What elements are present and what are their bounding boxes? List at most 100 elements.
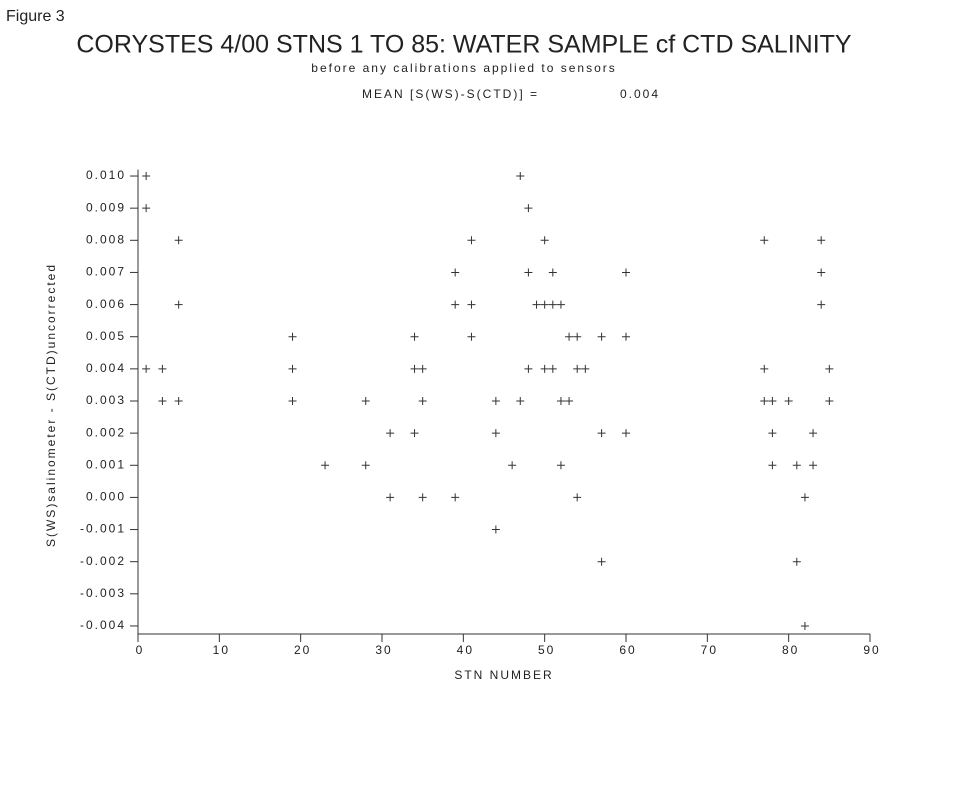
- point: [622, 429, 630, 438]
- point: [581, 364, 590, 373]
- point: [768, 396, 777, 405]
- point: [451, 493, 460, 502]
- subtitle: before any calibrations applied to senso…: [311, 61, 616, 75]
- point: [597, 557, 606, 566]
- point: [817, 236, 826, 245]
- point: [491, 429, 500, 438]
- y-tick-label: -0.001: [80, 522, 126, 536]
- point: [825, 364, 834, 373]
- point: [565, 332, 574, 341]
- point: [622, 332, 630, 341]
- point: [288, 396, 297, 405]
- point: [556, 396, 565, 405]
- point: [792, 557, 801, 566]
- point: [540, 300, 549, 309]
- x-tick-label: 0: [136, 643, 145, 657]
- point: [760, 236, 769, 245]
- point: [174, 300, 183, 309]
- point: [548, 364, 557, 373]
- point: [288, 332, 297, 341]
- point: [174, 396, 183, 405]
- y-tick-label: 0.001: [86, 457, 126, 471]
- point: [361, 396, 370, 405]
- point: [418, 396, 427, 405]
- point: [622, 268, 630, 277]
- point: [809, 429, 818, 438]
- y-tick-label: 0.009: [86, 200, 126, 214]
- y-tick-label: -0.004: [80, 618, 126, 632]
- point: [817, 300, 826, 309]
- point: [158, 364, 167, 373]
- y-tick-label: 0.008: [86, 232, 126, 246]
- x-axis-label: STN NUMBER: [454, 668, 553, 682]
- point: [410, 332, 419, 341]
- y-tick-label: 0.000: [86, 490, 126, 504]
- point: [491, 396, 500, 405]
- point: [524, 364, 533, 373]
- point: [784, 396, 793, 405]
- point: [597, 332, 606, 341]
- y-tick-label: 0.005: [86, 329, 126, 343]
- point: [410, 429, 419, 438]
- point: [516, 172, 525, 181]
- y-tick-label: -0.003: [80, 586, 126, 600]
- point: [288, 364, 297, 373]
- point: [768, 429, 777, 438]
- point: [809, 461, 818, 470]
- point: [142, 204, 151, 213]
- point: [548, 268, 557, 277]
- point: [760, 396, 769, 405]
- y-tick-label: 0.006: [86, 297, 126, 311]
- point: [800, 621, 809, 630]
- point: [418, 364, 427, 373]
- point: [451, 268, 460, 277]
- y-tick-label: 0.007: [86, 265, 126, 279]
- point: [817, 268, 826, 277]
- point: [491, 525, 500, 534]
- y-tick-label: 0.004: [86, 361, 126, 375]
- point: [158, 396, 167, 405]
- point: [142, 364, 151, 373]
- point: [508, 461, 517, 470]
- point: [548, 300, 557, 309]
- y-tick-label: -0.002: [80, 554, 126, 568]
- x-tick-label: 10: [213, 643, 230, 657]
- point: [321, 461, 330, 470]
- point: [451, 300, 460, 309]
- point: [467, 236, 476, 245]
- point: [467, 300, 476, 309]
- point: [361, 461, 370, 470]
- y-tick-label: 0.003: [86, 393, 126, 407]
- point: [410, 364, 419, 373]
- point: [418, 493, 427, 502]
- point: [760, 364, 769, 373]
- x-tick-label: 90: [863, 643, 880, 657]
- x-tick-label: 40: [457, 643, 474, 657]
- x-tick-label: 20: [294, 643, 311, 657]
- y-tick-label: 0.010: [86, 168, 126, 182]
- point: [386, 429, 395, 438]
- annotation: MEAN [S(WS)-S(CTD)] =: [362, 87, 539, 101]
- figure-label: Figure 3: [6, 8, 65, 25]
- chart-title: CORYSTES 4/00 STNS 1 TO 85: WATER SAMPLE…: [76, 31, 852, 59]
- point: [556, 300, 565, 309]
- point: [768, 461, 777, 470]
- point: [467, 332, 476, 341]
- point: [597, 429, 606, 438]
- point: [142, 172, 151, 181]
- x-tick-label: 80: [782, 643, 799, 657]
- point: [565, 396, 574, 405]
- point: [524, 204, 533, 213]
- point: [532, 300, 541, 309]
- x-tick-label: 70: [701, 643, 718, 657]
- y-axis-label: S(WS)salinometer - S(CTD)uncorrected: [44, 263, 58, 547]
- y-tick-label: 0.002: [86, 425, 126, 439]
- point: [516, 396, 525, 405]
- point: [174, 236, 183, 245]
- point: [540, 364, 549, 373]
- point: [556, 461, 565, 470]
- point: [825, 396, 834, 405]
- point: [386, 493, 395, 502]
